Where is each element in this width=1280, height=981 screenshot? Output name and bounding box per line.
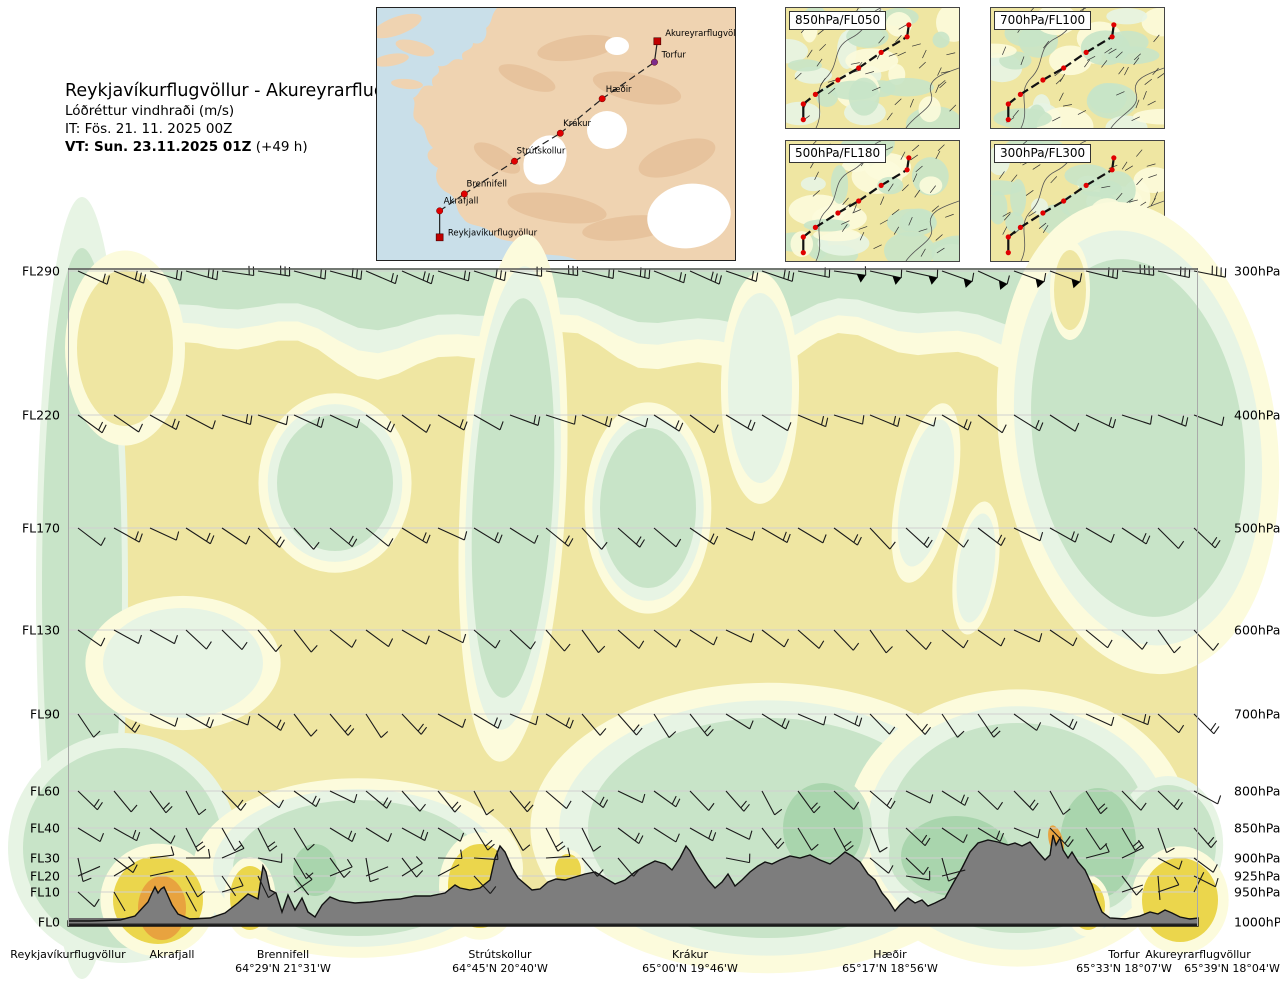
wind-barbs-row-950hPa — [77, 872, 1205, 912]
station-coords: 65°33'N 18°07'W — [1076, 962, 1172, 975]
pressure-axis: 300hPa 400hPa 500hPa 600hPa 700hPa 800hPa 850h… — [1234, 0, 1280, 981]
wind-barbs-row-300hPa — [77, 264, 1227, 290]
fl-axis-label: FL60 — [29, 783, 60, 799]
map-waypoint-label: Krákur — [563, 119, 591, 129]
quantity-subtitle: Lóðréttur vindhraði (m/s) — [65, 103, 235, 120]
station-coords: 64°29'N 21°31'W — [235, 962, 331, 975]
map-waypoint-marker — [651, 58, 658, 66]
cross-section-canvas — [8, 197, 1280, 979]
panel-700hPa-FL100: 700hPa/FL100 — [990, 7, 1165, 129]
map-waypoint-marker — [556, 129, 564, 137]
fl-axis-label: FL20 — [29, 868, 60, 884]
pressure-axis-label: 925hPa — [1234, 868, 1280, 884]
cross-section-chart — [8, 197, 1280, 979]
station-label: Strútskollur — [468, 948, 532, 961]
page-title: Reykjavíkurflugvöllur - Akureyrarflugvöl… — [65, 81, 435, 101]
wind-barbs-row-800hPa — [77, 790, 1222, 816]
map-waypoint-marker — [435, 233, 444, 242]
pressure-axis-label: 950hPa — [1234, 884, 1280, 900]
route-overview-map: Reykjavíkurflugvöllur Akrafjall Brennifell… — [376, 7, 736, 261]
station-label: Torfur — [1108, 948, 1140, 961]
fl-axis-label: FL220 — [21, 407, 60, 423]
valid-time-offset: (+49 h) — [251, 138, 308, 155]
panel-850hPa-FL050: 850hPa/FL050 — [785, 7, 960, 129]
map-waypoint-marker — [598, 95, 606, 103]
fl-axis-label: FL30 — [29, 850, 60, 866]
panel-500hPa-FL180: 500hPa/FL180 — [785, 140, 960, 262]
pressure-axis-label: 500hPa — [1234, 520, 1280, 536]
wind-barbs-row-925hPa — [77, 856, 1219, 900]
map-waypoint-label: Strútskollur — [517, 147, 566, 157]
map-waypoint-label: Akureyrarflugvöllur — [665, 29, 735, 39]
pressure-axis-label: 700hPa — [1234, 706, 1280, 722]
chart-header: Reykjavíkurflugvöllur - Akureyrarflugvöl… — [65, 80, 434, 157]
station-coords: 64°45'N 20°40'W — [452, 962, 548, 975]
fl-axis-label: FL0 — [37, 914, 60, 930]
wind-barbs-row-400hPa — [77, 414, 1225, 434]
wind-barbs-row-600hPa — [77, 629, 1220, 654]
map-waypoint-label: Brennifell — [467, 179, 507, 189]
map-landmass — [413, 8, 735, 260]
panel-label: 850hPa/FL050 — [789, 11, 887, 30]
pressure-axis-label: 600hPa — [1234, 622, 1280, 638]
pressure-axis-label: 900hPa — [1234, 850, 1280, 866]
init-time: IT: Fös. 21. 11. 2025 00Z — [65, 120, 233, 137]
fl-axis-label: FL170 — [21, 520, 60, 536]
wind-barbs-row-850hPa — [77, 827, 1218, 854]
fl-axis-label: FL40 — [29, 820, 60, 836]
route-map-canvas: Reykjavíkurflugvöllur Akrafjall Brennifell… — [377, 8, 735, 260]
fl-axis-label: FL10 — [29, 884, 60, 900]
pressure-axis-label: 300hPa — [1234, 263, 1280, 279]
map-waypoint-marker — [436, 207, 444, 215]
station-coords: 65°17'N 18°56'W — [842, 962, 938, 975]
valid-time: VT: Sun. 23.11.2025 01Z (+49 h) — [65, 139, 434, 157]
map-waypoint-label: Torfur — [661, 50, 687, 60]
map-waypoint-label: Reykjavíkurflugvöllur — [448, 228, 538, 238]
map-waypoint-marker — [653, 37, 662, 46]
pressure-axis-label: 800hPa — [1234, 783, 1280, 799]
flight-level-axis: FL290 FL220 FL170 FL130 FL90 FL60 FL40 FL30 FL20… — [0, 0, 60, 981]
pressure-axis-label: 400hPa — [1234, 407, 1280, 423]
map-waypoint-marker — [460, 190, 468, 198]
panel-label: 500hPa/FL180 — [789, 144, 887, 163]
map-waypoint-label: Hæðir — [606, 85, 632, 95]
wind-barbs-row-500hPa — [77, 527, 1221, 550]
panel-label: 700hPa/FL100 — [994, 11, 1092, 30]
fl-axis-label: FL90 — [29, 706, 60, 722]
wind-barbs-row-700hPa — [77, 713, 1220, 738]
fl-axis-label: FL290 — [21, 263, 60, 279]
panel-label: 300hPa/FL300 — [994, 144, 1092, 163]
wind-barbs-row-900hPa — [77, 839, 1218, 883]
map-waypoint-label: Akrafjall — [444, 197, 479, 207]
fl-axis-label: FL130 — [21, 622, 60, 638]
pressure-axis-label: 1000hPa — [1234, 914, 1280, 930]
valid-time-main: VT: Sun. 23.11.2025 01Z — [65, 138, 252, 155]
pressure-axis-label: 850hPa — [1234, 820, 1280, 836]
map-waypoint-marker — [511, 157, 518, 165]
